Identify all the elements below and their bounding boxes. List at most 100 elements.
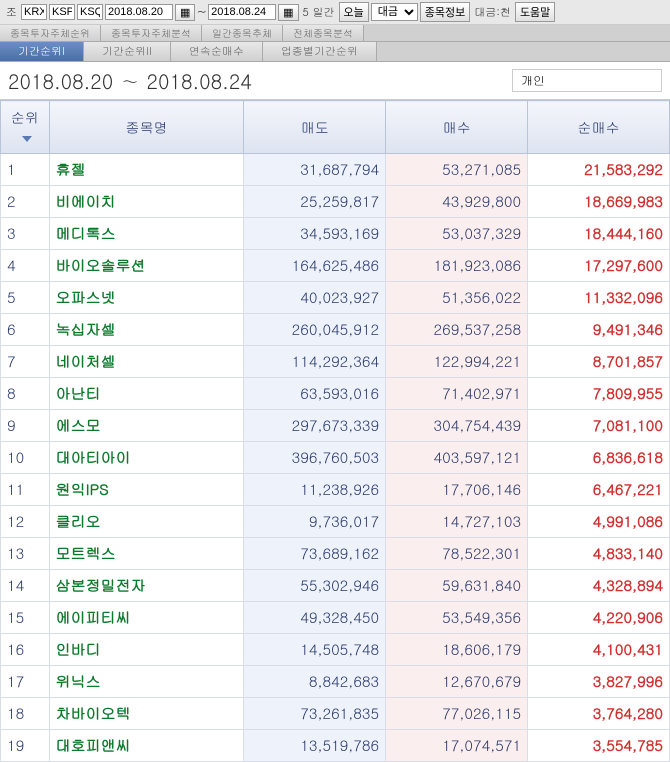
table-row[interactable]: 15에이피티씨49,328,45053,549,3564,220,906 xyxy=(1,602,670,634)
stock-info-button[interactable]: 종목정보 xyxy=(420,2,470,22)
amount-select[interactable]: 대금 xyxy=(371,3,418,21)
col-header-buy[interactable]: 매수 xyxy=(386,101,528,154)
cell-buy: 14,727,103 xyxy=(386,506,528,538)
cell-net: 3,554,785 xyxy=(528,730,670,762)
cell-rank: 10 xyxy=(1,442,50,474)
table-row[interactable]: 10대아티아이396,760,503403,597,1216,836,618 xyxy=(1,442,670,474)
cell-rank: 6 xyxy=(1,314,50,346)
cell-stock-name[interactable]: 위닉스 xyxy=(49,666,244,698)
table-row[interactable]: 2비에이치25,259,81743,929,80018,669,983 xyxy=(1,186,670,218)
date-from-picker-button[interactable]: ▦ xyxy=(175,4,195,21)
subtab-0[interactable]: 종목투자주체순위 xyxy=(0,25,101,41)
table-row[interactable]: 17위닉스8,842,68312,670,6793,827,996 xyxy=(1,666,670,698)
cell-sell: 55,302,946 xyxy=(244,570,386,602)
cell-buy: 304,754,439 xyxy=(386,410,528,442)
date-header-bar: 2018.08.20 ∼ 2018.08.24 개인 xyxy=(0,62,670,100)
cell-rank: 5 xyxy=(1,282,50,314)
cell-sell: 8,842,683 xyxy=(244,666,386,698)
table-row[interactable]: 1휴젤31,687,79453,271,08521,583,292 xyxy=(1,154,670,186)
col-header-sell[interactable]: 매도 xyxy=(244,101,386,154)
market-code-1[interactable] xyxy=(21,4,47,20)
cell-stock-name[interactable]: 모트렉스 xyxy=(49,538,244,570)
cell-stock-name[interactable]: 바이오솔루션 xyxy=(49,250,244,282)
cell-net: 3,764,280 xyxy=(528,698,670,730)
col-header-rank[interactable]: 순위 xyxy=(1,101,50,154)
tab-period-rank-2[interactable]: 기간순위II xyxy=(84,42,171,61)
investor-filter[interactable]: 개인 xyxy=(512,69,662,92)
cell-net: 4,991,086 xyxy=(528,506,670,538)
table-row[interactable]: 18차바이오텍73,261,83577,026,1153,764,280 xyxy=(1,698,670,730)
subtab-2[interactable]: 일간종목추체 xyxy=(202,25,283,41)
cell-stock-name[interactable]: 녹십자셀 xyxy=(49,314,244,346)
market-code-3[interactable] xyxy=(77,4,103,20)
cell-rank: 12 xyxy=(1,506,50,538)
table-row[interactable]: 12클리오9,736,01714,727,1034,991,086 xyxy=(1,506,670,538)
date-separator: ~ xyxy=(197,5,206,20)
table-row[interactable]: 14삼본정밀전자55,302,94659,631,8404,328,894 xyxy=(1,570,670,602)
cell-buy: 51,356,022 xyxy=(386,282,528,314)
cell-stock-name[interactable]: 오파스넷 xyxy=(49,282,244,314)
top-toolbar: 조 ▦ ~ ▦ 5 일간 오늘 대금 종목정보 대금:천 도움말 xyxy=(0,0,670,25)
cell-buy: 18,606,179 xyxy=(386,634,528,666)
tab-sector-rank[interactable]: 업종별기간순위 xyxy=(263,42,377,61)
table-row[interactable]: 7네이처셀114,292,364122,994,2218,701,857 xyxy=(1,346,670,378)
tab-period-rank-1[interactable]: 기간순위I xyxy=(0,42,84,61)
cell-stock-name[interactable]: 아난티 xyxy=(49,378,244,410)
cell-stock-name[interactable]: 휴젤 xyxy=(49,154,244,186)
cell-sell: 73,689,162 xyxy=(244,538,386,570)
sub-tabbar: 종목투자주체순위 종목투자주체분석 일간종목추체 전체종목분석 xyxy=(0,25,670,42)
cell-stock-name[interactable]: 네이처셀 xyxy=(49,346,244,378)
col-header-net[interactable]: 순매수 xyxy=(528,101,670,154)
cell-net: 11,332,096 xyxy=(528,282,670,314)
tab-consecutive[interactable]: 연속순매수 xyxy=(171,42,263,61)
table-row[interactable]: 6녹십자셀260,045,912269,537,2589,491,346 xyxy=(1,314,670,346)
table-row[interactable]: 8아난티63,593,01671,402,9717,809,955 xyxy=(1,378,670,410)
cell-sell: 40,023,927 xyxy=(244,282,386,314)
cell-stock-name[interactable]: 에스모 xyxy=(49,410,244,442)
cell-stock-name[interactable]: 삼본정밀전자 xyxy=(49,570,244,602)
cell-rank: 15 xyxy=(1,602,50,634)
cell-stock-name[interactable]: 차바이오텍 xyxy=(49,698,244,730)
market-code-2[interactable] xyxy=(49,4,75,20)
table-row[interactable]: 11원익IPS11,238,92617,706,1466,467,221 xyxy=(1,474,670,506)
col-header-name[interactable]: 종목명 xyxy=(49,101,244,154)
cell-rank: 14 xyxy=(1,570,50,602)
today-button[interactable]: 오늘 xyxy=(339,2,369,22)
date-to-input[interactable] xyxy=(208,4,276,20)
cell-rank: 11 xyxy=(1,474,50,506)
cell-stock-name[interactable]: 대아티아이 xyxy=(49,442,244,474)
cell-stock-name[interactable]: 대호피앤씨 xyxy=(49,730,244,762)
cell-buy: 122,994,221 xyxy=(386,346,528,378)
cell-stock-name[interactable]: 클리오 xyxy=(49,506,244,538)
table-row[interactable]: 13모트렉스73,689,16278,522,3014,833,140 xyxy=(1,538,670,570)
cell-sell: 260,045,912 xyxy=(244,314,386,346)
days-label: 5 일간 xyxy=(301,5,337,20)
cell-rank: 1 xyxy=(1,154,50,186)
subtab-1[interactable]: 종목투자주체분석 xyxy=(101,25,202,41)
table-row[interactable]: 16인바디14,505,74818,606,1794,100,431 xyxy=(1,634,670,666)
cell-net: 4,100,431 xyxy=(528,634,670,666)
cell-stock-name[interactable]: 에이피티씨 xyxy=(49,602,244,634)
cell-net: 18,444,160 xyxy=(528,218,670,250)
cell-buy: 403,597,121 xyxy=(386,442,528,474)
date-range-display: 2018.08.20 ∼ 2018.08.24 xyxy=(8,66,272,95)
cell-sell: 63,593,016 xyxy=(244,378,386,410)
cell-buy: 53,037,329 xyxy=(386,218,528,250)
table-row[interactable]: 4바이오솔루션164,625,486181,923,08617,297,600 xyxy=(1,250,670,282)
cell-stock-name[interactable]: 원익IPS xyxy=(49,474,244,506)
table-row[interactable]: 5오파스넷40,023,92751,356,02211,332,096 xyxy=(1,282,670,314)
cell-sell: 13,519,786 xyxy=(244,730,386,762)
cell-buy: 59,631,840 xyxy=(386,570,528,602)
cell-sell: 73,261,835 xyxy=(244,698,386,730)
table-row[interactable]: 3메디톡스34,593,16953,037,32918,444,160 xyxy=(1,218,670,250)
cell-stock-name[interactable]: 인바디 xyxy=(49,634,244,666)
table-row[interactable]: 19대호피앤씨13,519,78617,074,5713,554,785 xyxy=(1,730,670,762)
cell-stock-name[interactable]: 메디톡스 xyxy=(49,218,244,250)
table-row[interactable]: 9에스모297,673,339304,754,4397,081,100 xyxy=(1,410,670,442)
cell-stock-name[interactable]: 비에이치 xyxy=(49,186,244,218)
help-button[interactable]: 도움말 xyxy=(515,2,555,22)
date-from-input[interactable] xyxy=(105,4,173,20)
cell-sell: 297,673,339 xyxy=(244,410,386,442)
date-to-picker-button[interactable]: ▦ xyxy=(278,4,298,21)
subtab-3[interactable]: 전체종목분석 xyxy=(283,25,364,41)
